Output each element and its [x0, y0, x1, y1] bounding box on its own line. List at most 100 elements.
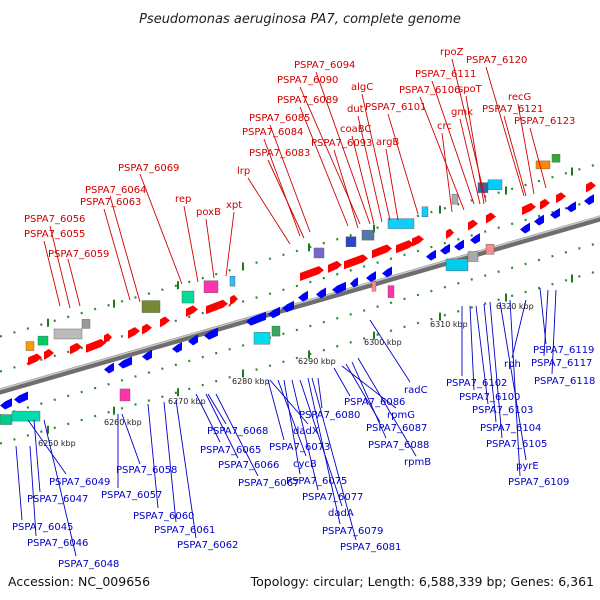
scale-label: 6320 kbp	[496, 302, 534, 311]
label-leader	[451, 58, 487, 203]
gene-label: dut	[347, 104, 364, 115]
gene-label: PSPA7_6058	[116, 465, 177, 476]
label-leader	[207, 393, 227, 425]
gene-label: PSPA7_6111	[415, 69, 476, 80]
label-leader	[103, 208, 131, 301]
label-leader	[503, 115, 527, 197]
gene-label: PSPA7_6086	[344, 397, 405, 408]
label-leader	[299, 379, 343, 507]
gene-feature-box	[53, 328, 83, 340]
gene-label: PSPA7_6060	[133, 511, 194, 522]
gene-feature-box	[387, 218, 415, 229]
gene-label: PSPA7_6057	[101, 490, 162, 501]
gene-feature-box	[487, 179, 503, 190]
gene-arrow	[230, 294, 238, 306]
gene-label: PSPA7_6109	[508, 477, 569, 488]
gene-arrow	[396, 240, 414, 254]
chromosome-backbone-highlight	[0, 215, 600, 391]
gene-arrow	[586, 181, 596, 193]
gene-label: rpoZ	[440, 47, 464, 58]
gene-arrow	[332, 281, 346, 294]
gene-feature-box	[467, 251, 479, 262]
gene-arrow	[366, 271, 376, 282]
gene-feature-box	[551, 154, 561, 163]
label-leader	[361, 93, 391, 221]
gene-arrow	[172, 342, 182, 353]
label-leader	[225, 211, 235, 277]
label-leader	[291, 379, 319, 491]
gene-label: rpmB	[404, 457, 431, 468]
label-leader	[215, 393, 259, 477]
gene-arrow	[104, 333, 112, 344]
gene-label: recG	[508, 92, 531, 103]
gene-label: PSPA7_6061	[154, 525, 215, 536]
label-leader	[529, 127, 547, 189]
dotted-guide-track	[0, 241, 600, 417]
label-leader	[205, 218, 215, 279]
gene-label: gmk	[451, 107, 473, 118]
label-leader	[543, 289, 549, 357]
gene-feature-box	[253, 332, 271, 345]
gene-label: PSPA7_6094	[294, 60, 355, 71]
gene-arrow	[522, 202, 536, 215]
label-leader	[509, 299, 521, 477]
gene-arrow	[186, 305, 198, 317]
label-leader	[469, 305, 475, 391]
label-leader	[489, 301, 503, 439]
gene-label: PSPA7_6080	[299, 410, 360, 421]
gene-arrow	[14, 391, 28, 404]
gene-label: PSPA7_6069	[118, 163, 179, 174]
gene-feature-box	[25, 341, 35, 351]
gene-label: radC	[404, 385, 428, 396]
gene-label: PSPA7_6090	[277, 75, 338, 86]
gene-label: PSPA7_6068	[207, 426, 268, 437]
label-leader	[139, 173, 183, 285]
scale-label: 6260 kbp	[104, 418, 142, 427]
label-leader	[333, 149, 359, 229]
gene-label: PSPA7_6049	[49, 477, 110, 488]
label-leader	[29, 445, 37, 537]
map-title: Pseudomonas aeruginosa PA7, complete gen…	[139, 12, 461, 27]
gene-feature-box	[387, 285, 395, 298]
gene-label: PSPA7_6123	[514, 116, 575, 127]
lower-gene-labels: PSPA7_6049 PSPA7_6047 PSPA7_6045 PSPA7_6…	[12, 345, 595, 570]
label-leader	[431, 80, 475, 205]
gene-arrow	[206, 299, 228, 315]
label-leader	[459, 118, 481, 205]
gene-arrow	[298, 290, 308, 302]
gene-label: PSPA7_6075	[286, 476, 347, 487]
gene-feature-box	[313, 247, 325, 259]
scale-label: 6290 kbp	[298, 357, 336, 366]
label-leader	[517, 103, 535, 195]
gene-arrow	[372, 244, 392, 259]
label-leader	[333, 367, 351, 397]
gene-arrow	[128, 327, 140, 339]
gene-label: PSPA7_6059	[48, 249, 109, 260]
gene-feature-box	[535, 160, 551, 170]
gene-feature-box	[11, 410, 41, 422]
accession-label: Accession: NC_009656	[8, 574, 150, 589]
label-leader	[315, 71, 371, 225]
gene-feature-box	[203, 280, 219, 293]
gene-arrow	[118, 356, 132, 369]
gene-arrow	[344, 254, 368, 270]
gene-label: PSPA7_6073	[269, 442, 330, 453]
gene-label: PSPA7_6104	[480, 423, 541, 434]
gene-arrow	[454, 239, 464, 251]
gene-arrow	[520, 222, 530, 234]
gene-label: PSPA7_6065	[200, 445, 261, 456]
gene-arrow	[268, 306, 280, 319]
gene-label: PSPA7_6079	[322, 526, 383, 537]
label-leader	[483, 303, 497, 423]
label-leader	[499, 301, 527, 461]
gene-label: rpmG	[387, 410, 415, 421]
gene-arrow	[104, 362, 114, 374]
gene-arrow	[282, 300, 294, 313]
label-leader	[419, 96, 465, 211]
gene-label: PSPA7_6046	[27, 538, 88, 549]
scale-labels: 6250 kbp 6260 kbp 6270 kbp 6280 kbp 6290…	[38, 302, 534, 448]
gene-features	[0, 154, 596, 425]
gene-feature-box	[141, 300, 161, 313]
label-leader	[43, 419, 77, 557]
scale-label: 6270 kbp	[168, 397, 206, 406]
